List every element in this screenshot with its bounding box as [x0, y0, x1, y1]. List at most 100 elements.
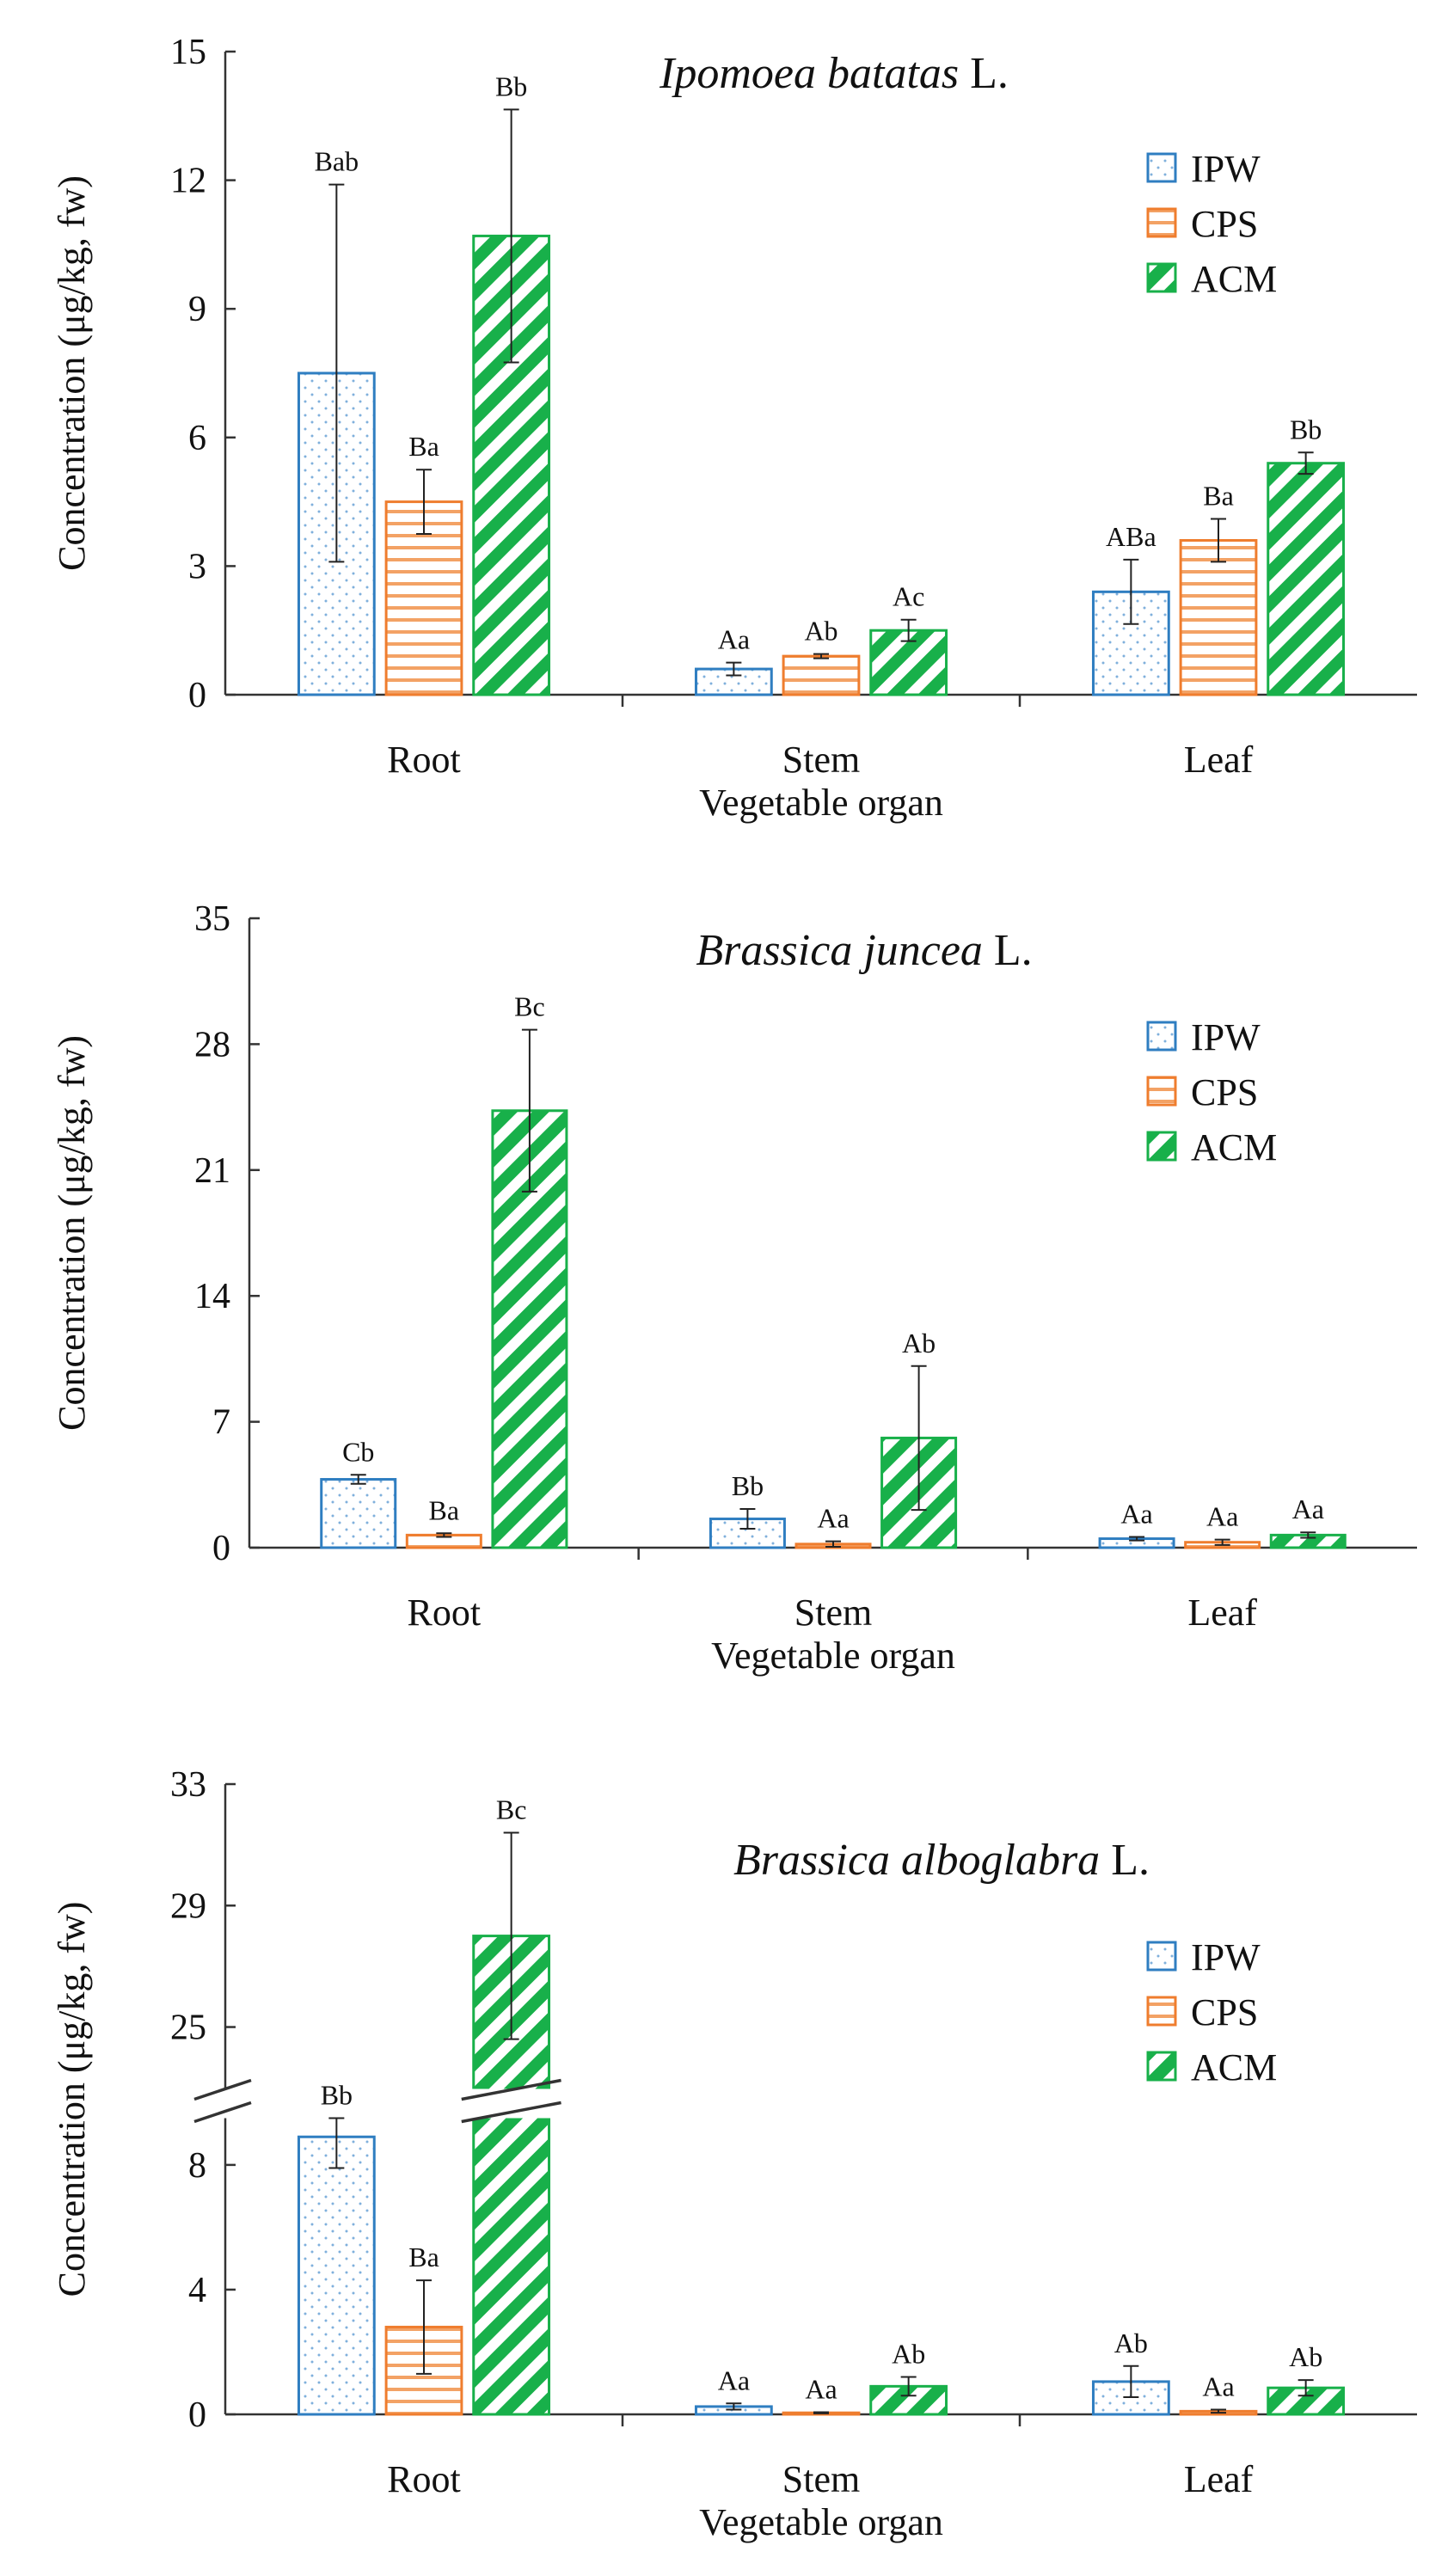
- significance-label: Aa: [817, 1503, 849, 1534]
- legend-label-ipw: IPW: [1191, 1936, 1261, 1978]
- error-bar: [900, 2376, 917, 2397]
- error-bar: [503, 1831, 519, 2040]
- error-bar: [1211, 518, 1226, 563]
- error-bar: [739, 1508, 756, 1530]
- legend-swatch-cps: [1146, 207, 1177, 238]
- significance-label: ABa: [1106, 521, 1156, 552]
- y-tick-label: 0: [188, 676, 206, 715]
- chart-title-species: Brassica alboglabra: [733, 1836, 1100, 1885]
- error-bar: [813, 2411, 829, 2414]
- error-bar: [1298, 2379, 1314, 2397]
- significance-label: Aa: [1202, 2371, 1234, 2402]
- legend: IPW CPS ACM: [1146, 1016, 1277, 1168]
- significance-label: Ba: [1203, 481, 1234, 512]
- bar-cps-stem: [782, 654, 861, 696]
- significance-label: Ba: [408, 431, 439, 462]
- legend-label-cps: CPS: [1191, 1071, 1258, 1113]
- x-tick-label: Stem: [782, 739, 860, 781]
- significance-label: Cb: [342, 1436, 374, 1467]
- x-tick-label: Root: [387, 2458, 461, 2500]
- significance-label: Ab: [1114, 2328, 1148, 2358]
- y-tick-label: 0: [212, 1529, 230, 1568]
- bar-acm-leaf: [1267, 462, 1346, 696]
- y-tick-label: 6: [188, 419, 206, 458]
- y-tick-label: 4: [188, 2271, 206, 2310]
- bar-cps-leaf: [1179, 538, 1258, 696]
- axis-break-mark: [193, 2078, 561, 2124]
- significance-label: Aa: [1120, 1498, 1152, 1529]
- y-tick-label: 21: [194, 1151, 230, 1191]
- error-bar: [350, 1474, 366, 1485]
- y-axis-label: Concentration (μg/kg, fw): [51, 1035, 93, 1431]
- y-tick-label: 8: [188, 2146, 206, 2186]
- legend-swatch-ipw: [1146, 1941, 1177, 1972]
- significance-label: Ab: [1289, 2341, 1322, 2372]
- significance-label: Ba: [408, 2242, 439, 2272]
- y-tick-label: 0: [188, 2395, 206, 2435]
- error-bar: [1123, 2364, 1139, 2399]
- break-gap: [468, 2088, 555, 2119]
- error-bar: [1300, 1531, 1316, 1539]
- y-tick-label: 25: [170, 2009, 206, 2048]
- y-tick-label: 7: [212, 1403, 230, 1443]
- chart-title-suffix: L.: [983, 926, 1033, 975]
- y-tick-label: 29: [170, 1886, 206, 1926]
- significance-label: Ac: [893, 581, 924, 612]
- chart-panel-3: 0 4 8 25 29 33 Root Stem Leaf Bb Aa Ab Ba Aa Aa Bc Ab Ab B…: [51, 1765, 1417, 2543]
- error-bar: [503, 108, 519, 364]
- x-axis-label: Vegetable organ: [699, 2501, 943, 2543]
- y-tick-label: 9: [188, 290, 206, 329]
- significance-label: Bb: [321, 2079, 353, 2110]
- bar-ipw-root: [297, 2135, 376, 2416]
- legend-label-ipw: IPW: [1191, 148, 1261, 190]
- y-tick-label: 35: [194, 899, 230, 939]
- legend-label-acm: ACM: [1191, 2046, 1277, 2088]
- legend-label-acm: ACM: [1191, 1126, 1277, 1168]
- legend-label-ipw: IPW: [1191, 1016, 1261, 1058]
- legend-swatch-acm: [1146, 262, 1177, 293]
- chart-title: Ipomoea batatas L.: [659, 49, 1009, 98]
- error-bar: [900, 618, 917, 642]
- x-tick-label: Root: [408, 1592, 482, 1634]
- break-slash: [461, 2101, 561, 2124]
- y-tick-label: 33: [170, 1765, 206, 1805]
- error-bar: [521, 1028, 537, 1193]
- legend-swatch-ipw: [1146, 1021, 1177, 1052]
- significance-label: Bc: [514, 991, 545, 1022]
- legend-swatch-acm: [1146, 1131, 1177, 1162]
- significance-label: Bb: [1290, 414, 1322, 445]
- error-bar: [1129, 1536, 1145, 1542]
- legend-label-cps: CPS: [1191, 203, 1258, 245]
- break-slash: [193, 2101, 252, 2124]
- legend: IPW CPS ACM: [1146, 1936, 1277, 2088]
- significance-label: Aa: [718, 2364, 750, 2395]
- significance-label: Aa: [805, 2373, 837, 2404]
- legend-label-acm: ACM: [1191, 258, 1277, 300]
- y-tick-label: 28: [194, 1025, 230, 1064]
- error-bar: [328, 2117, 345, 2169]
- chart-panel-1: 0 3 6 9 12 15 Root Stem Leaf Bab Aa ABa Ba Ab Ba Bb Ac Bb…: [51, 33, 1417, 824]
- chart-title-species: Brassica juncea: [696, 926, 983, 975]
- legend-swatch-ipw: [1146, 152, 1177, 183]
- legend-swatch-cps: [1146, 1076, 1177, 1107]
- bar-ipw-leaf: [1091, 590, 1170, 696]
- significance-label: Bb: [732, 1470, 764, 1501]
- break-slash: [461, 2078, 561, 2101]
- significance-label: Aa: [718, 624, 750, 655]
- significance-label: Bb: [495, 71, 527, 101]
- chart-title: Brassica juncea L.: [696, 926, 1032, 975]
- error-bar: [416, 469, 432, 535]
- significance-label: Bc: [496, 1794, 527, 1825]
- y-tick-label: 14: [194, 1277, 230, 1316]
- x-axis-label: Vegetable organ: [711, 1635, 955, 1677]
- error-bar: [813, 653, 829, 659]
- significance-label: Ba: [429, 1494, 460, 1525]
- legend-label-cps: CPS: [1191, 1991, 1258, 2033]
- x-tick-label: Leaf: [1187, 1592, 1257, 1634]
- chart-title-suffix: L.: [1100, 1836, 1150, 1885]
- bar-ipw-root: [320, 1478, 397, 1549]
- significance-label: Ab: [804, 616, 837, 647]
- x-tick-label: Leaf: [1184, 739, 1254, 781]
- y-tick-label: 12: [170, 162, 206, 201]
